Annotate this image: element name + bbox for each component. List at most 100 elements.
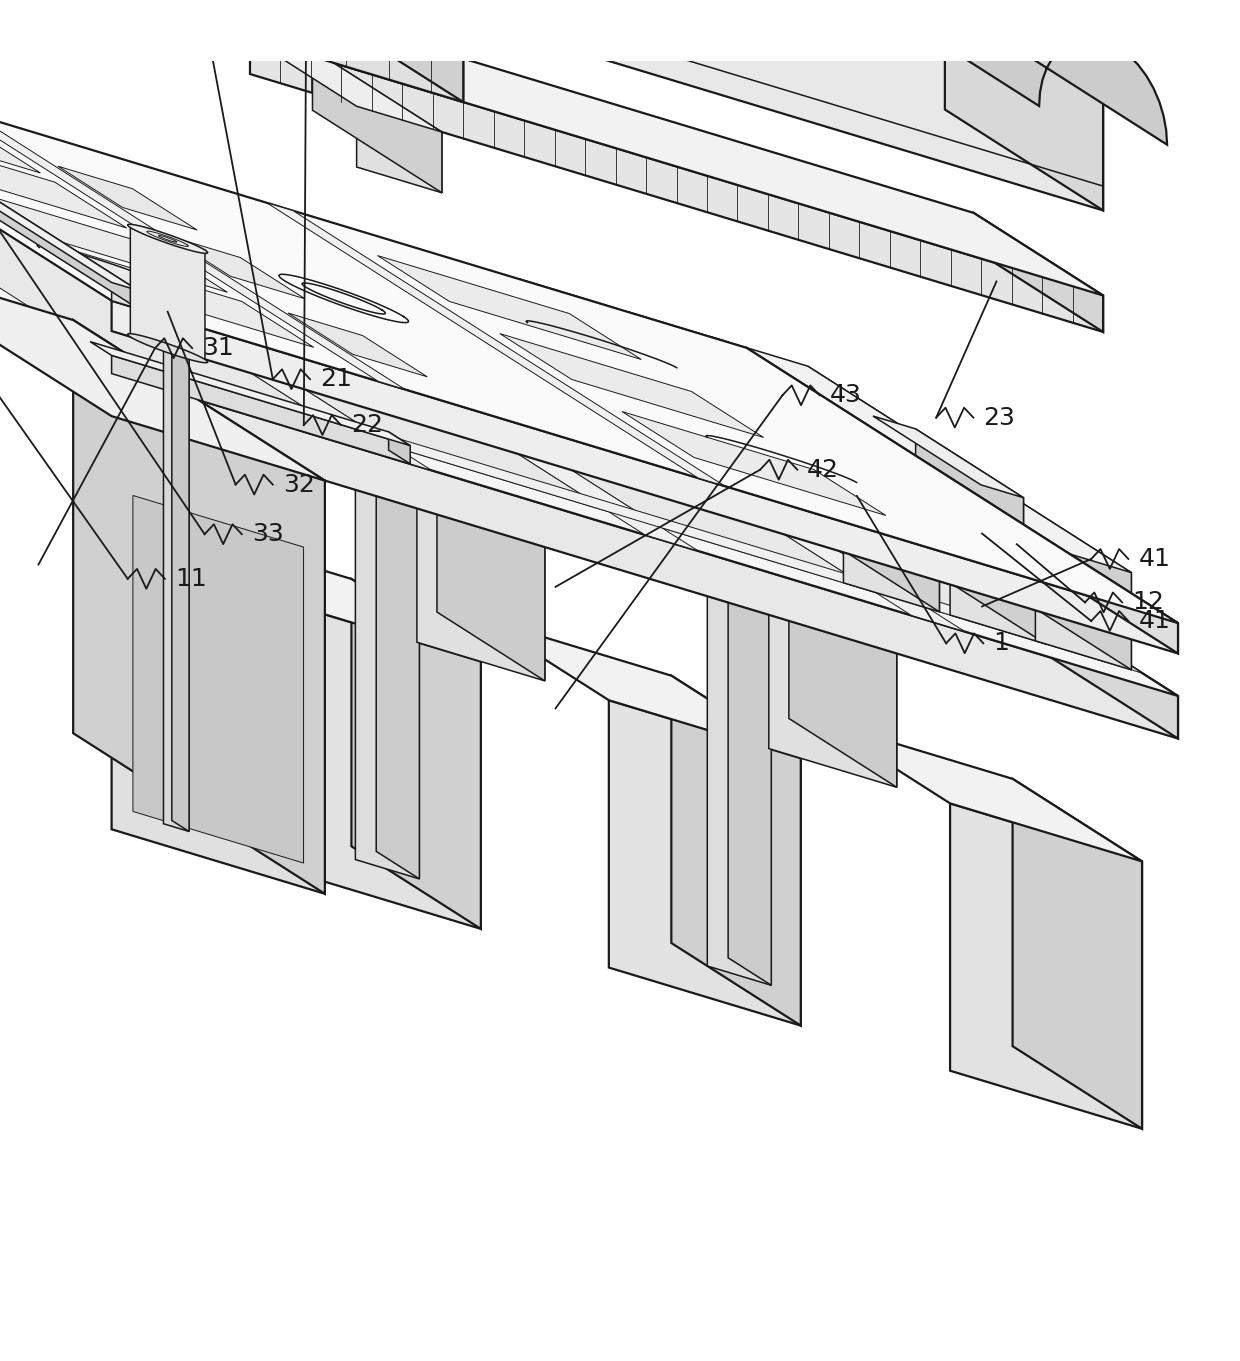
Polygon shape [1035,543,1131,670]
Polygon shape [112,355,410,464]
Polygon shape [227,23,441,132]
Polygon shape [712,338,1131,573]
Polygon shape [746,421,1178,739]
Polygon shape [213,260,698,551]
Polygon shape [0,135,342,431]
Text: 41: 41 [1138,547,1171,572]
Polygon shape [164,350,188,832]
Polygon shape [0,178,432,471]
Polygon shape [174,0,464,16]
Polygon shape [843,486,940,612]
Polygon shape [0,256,325,480]
Polygon shape [973,212,1104,332]
Text: 42: 42 [807,457,839,482]
Polygon shape [356,434,419,879]
Polygon shape [357,106,441,193]
Polygon shape [309,427,544,535]
Text: 41: 41 [1138,608,1171,633]
Polygon shape [303,298,875,592]
Text: 32: 32 [283,472,315,497]
Polygon shape [915,429,1023,558]
Polygon shape [728,532,771,985]
Polygon shape [172,347,188,832]
Polygon shape [821,721,1142,862]
Polygon shape [267,203,724,486]
Polygon shape [616,308,940,612]
Text: 1: 1 [993,632,1009,655]
Polygon shape [609,700,801,1026]
Polygon shape [289,603,481,928]
Polygon shape [480,618,801,758]
Polygon shape [128,333,207,363]
Polygon shape [0,182,227,293]
Polygon shape [73,320,325,894]
Polygon shape [723,340,1047,644]
Polygon shape [769,603,897,787]
Text: 33: 33 [252,523,284,546]
Polygon shape [130,227,205,359]
Polygon shape [351,578,481,928]
Polygon shape [112,416,325,894]
Polygon shape [950,517,1047,644]
Polygon shape [250,38,1104,332]
Polygon shape [520,279,940,514]
Polygon shape [981,485,1023,558]
Polygon shape [166,235,305,299]
Text: 21: 21 [320,367,352,391]
Polygon shape [304,0,464,102]
Polygon shape [661,534,897,641]
Polygon shape [0,26,1178,623]
Polygon shape [0,106,404,389]
Polygon shape [0,98,1178,695]
Polygon shape [1013,778,1142,1128]
Polygon shape [288,313,428,377]
Polygon shape [29,237,314,347]
Polygon shape [707,540,771,985]
Polygon shape [312,49,441,193]
Polygon shape [0,7,138,290]
Polygon shape [945,0,1104,211]
Text: 11: 11 [175,566,207,591]
Polygon shape [334,0,464,102]
Polygon shape [807,366,1131,670]
Polygon shape [112,301,1178,653]
Polygon shape [120,0,1104,295]
Text: 22: 22 [351,412,383,437]
Polygon shape [746,348,1178,653]
Polygon shape [47,332,1142,674]
Polygon shape [436,467,544,680]
Polygon shape [0,117,126,229]
Polygon shape [160,521,481,661]
Polygon shape [0,63,41,173]
Polygon shape [388,431,410,464]
Polygon shape [569,380,1100,660]
Polygon shape [665,513,771,559]
Polygon shape [250,0,1104,211]
Polygon shape [480,340,965,632]
Polygon shape [417,497,544,680]
Polygon shape [880,0,1167,144]
Polygon shape [146,339,188,358]
Text: 12: 12 [1132,591,1164,614]
Polygon shape [950,803,1142,1128]
Text: 31: 31 [202,336,234,361]
Polygon shape [377,256,641,359]
Polygon shape [91,342,410,445]
Text: 43: 43 [830,384,862,407]
Polygon shape [671,675,801,1026]
Polygon shape [873,416,1023,498]
Polygon shape [0,15,138,309]
Polygon shape [92,0,1104,41]
Polygon shape [112,374,1178,739]
Polygon shape [626,312,1047,547]
Polygon shape [500,333,764,437]
Polygon shape [376,426,419,879]
Polygon shape [58,166,197,230]
Polygon shape [789,573,897,787]
Polygon shape [128,225,207,253]
Polygon shape [36,218,609,512]
Polygon shape [622,411,885,516]
Polygon shape [133,495,304,863]
Text: 23: 23 [983,406,1016,430]
Polygon shape [112,283,138,309]
